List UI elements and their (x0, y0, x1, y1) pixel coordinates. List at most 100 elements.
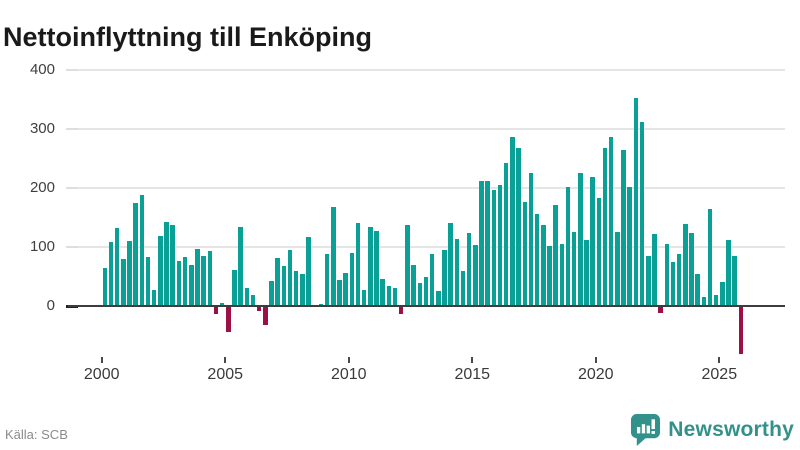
bar-positive (201, 255, 206, 306)
bar-positive (670, 261, 676, 306)
bar-positive (701, 296, 707, 306)
gridline (68, 69, 785, 71)
page-title: Nettoinflyttning till Enköping (3, 22, 372, 53)
bar-negative (213, 307, 219, 315)
bar-negative (658, 307, 663, 313)
x-axis-tick (718, 357, 721, 363)
bar-positive (528, 172, 534, 306)
y-axis-tick (66, 69, 78, 71)
x-axis-tick (100, 357, 103, 363)
x-axis-label: 2000 (83, 366, 120, 383)
bar-positive (565, 187, 571, 306)
bar-positive (349, 252, 355, 306)
bar-positive (281, 265, 287, 306)
y-axis-tick (66, 187, 78, 189)
bar-positive (547, 245, 552, 306)
bar-positive (386, 285, 392, 306)
bar-positive (516, 147, 521, 306)
x-axis-line (68, 305, 785, 307)
bar-negative (256, 307, 262, 312)
bar-positive (460, 270, 466, 306)
x-axis-label: 2025 (701, 366, 738, 383)
x-axis-label: 2015 (454, 366, 491, 383)
bar-positive (683, 223, 688, 306)
bar-positive (491, 190, 497, 306)
bar-positive (195, 249, 200, 306)
x-axis-tick (347, 357, 350, 363)
y-axis-label: 100 (29, 238, 55, 255)
bar-negative (226, 307, 231, 332)
bar-positive (510, 136, 515, 306)
bar-positive (571, 232, 577, 306)
bar-positive (627, 186, 632, 306)
bar-positive (343, 272, 348, 306)
bar-positive (633, 98, 639, 306)
y-axis-tick (66, 128, 78, 130)
newsworthy-logo: Newsworthy (630, 413, 794, 446)
x-axis-label: 2010 (330, 366, 367, 383)
x-axis-label: 2005 (207, 366, 244, 383)
newsworthy-wordmark: Newsworthy (668, 417, 794, 441)
bar-positive (158, 235, 163, 306)
bar-positive (287, 249, 293, 306)
x-axis-label: 2020 (577, 366, 614, 383)
bar-positive (337, 280, 342, 306)
bar-positive (689, 232, 694, 306)
bar-positive (602, 148, 608, 306)
bar-positive (454, 238, 460, 306)
bar-positive (275, 258, 280, 306)
bar-positive (355, 222, 361, 306)
gridline (68, 128, 785, 130)
bar-positive (361, 290, 367, 306)
bar-positive (503, 163, 509, 306)
bar-positive (442, 249, 447, 306)
gridline (68, 246, 785, 248)
bar-positive (250, 295, 256, 306)
bar-positive (436, 290, 441, 306)
bar-positive (522, 201, 527, 306)
bar-positive (151, 290, 157, 306)
y-axis-label: 0 (46, 297, 55, 314)
bar-positive (145, 257, 151, 306)
bar-positive (423, 277, 429, 306)
bar-positive (596, 198, 602, 306)
y-axis-label: 200 (29, 179, 55, 196)
bar-positive (732, 256, 737, 306)
bar-positive (608, 137, 614, 306)
bar-positive (652, 234, 657, 306)
bar-positive (534, 213, 540, 306)
bar-positive (541, 225, 546, 306)
bar-positive (176, 260, 182, 306)
bar-positive (405, 224, 410, 306)
bar-positive (189, 264, 194, 306)
bar-positive (269, 281, 274, 306)
bar-positive (207, 250, 213, 306)
gridline (68, 187, 785, 189)
bar-positive (646, 256, 651, 306)
newsworthy-icon (630, 413, 661, 446)
bar-positive (374, 231, 379, 306)
bar-positive (664, 244, 670, 306)
bar-positive (559, 244, 565, 306)
bar-positive (238, 226, 243, 306)
bar-positive (133, 202, 138, 306)
bar-positive (392, 288, 398, 306)
bar-positive (448, 223, 453, 306)
bar-positive (584, 239, 589, 306)
bar-positive (621, 149, 626, 306)
bar-positive (182, 257, 188, 306)
bar-positive (127, 241, 132, 306)
bar-positive (726, 239, 731, 306)
y-axis-label: 400 (29, 61, 55, 78)
x-axis-tick (224, 357, 227, 363)
bar-positive (411, 264, 416, 306)
bar-positive (121, 258, 126, 306)
bar-positive (300, 274, 305, 306)
bar-positive (331, 206, 336, 306)
bar-positive (429, 254, 435, 306)
bar-positive (368, 226, 373, 306)
y-axis-label: 300 (29, 120, 55, 137)
bar-positive (479, 180, 484, 306)
bar-positive (306, 236, 311, 306)
bar-positive (102, 267, 108, 306)
